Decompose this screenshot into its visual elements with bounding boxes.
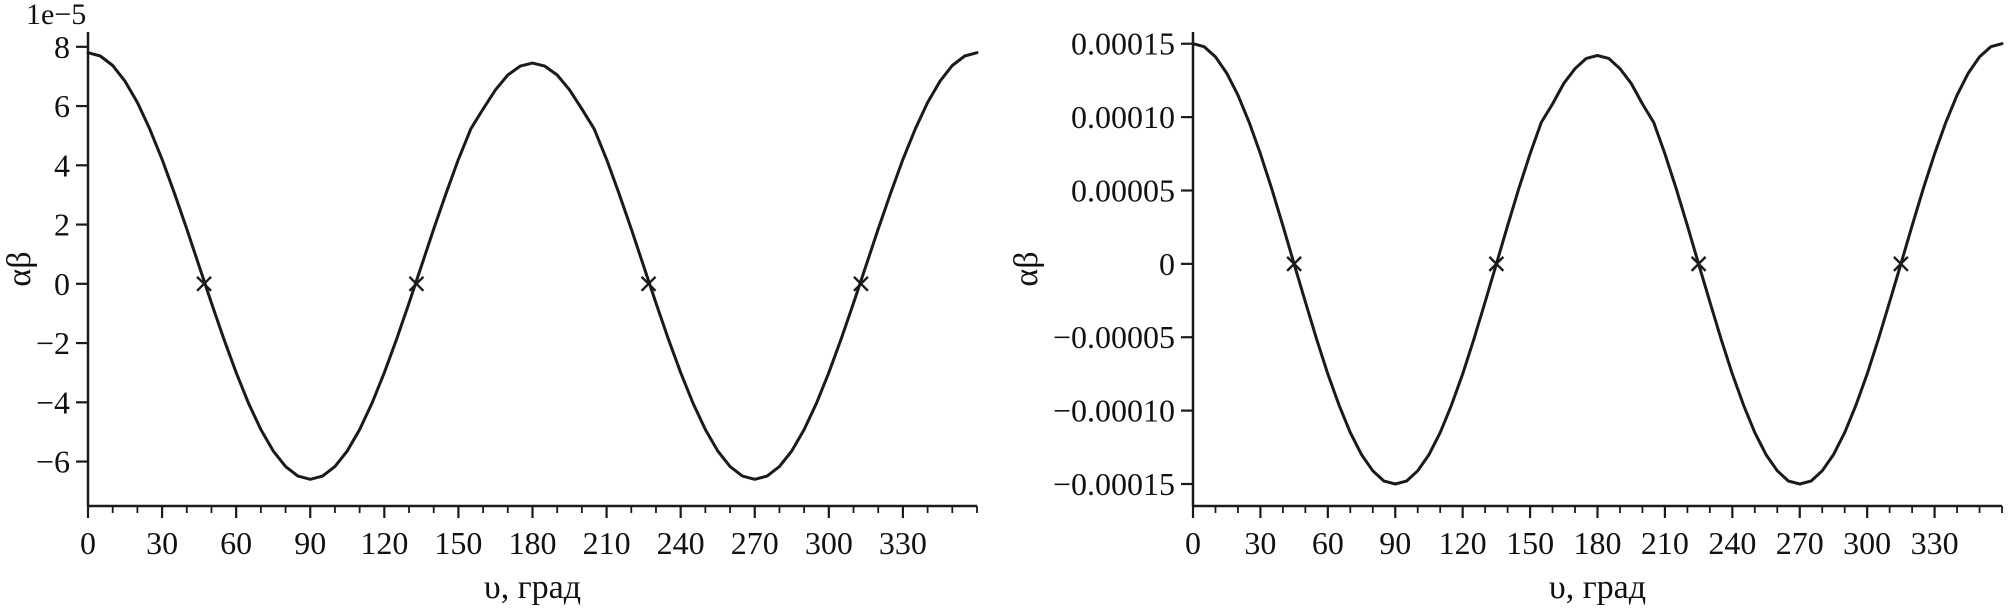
marker-stroke (640, 275, 657, 292)
x-tick-label: 240 (657, 525, 705, 561)
x-tick-label: 330 (879, 525, 927, 561)
marker-stroke (196, 275, 212, 292)
y-axis-offset-label: 1e−5 (26, 0, 86, 31)
x-tick-label: 30 (1244, 525, 1276, 561)
x-tick-label: 330 (1911, 525, 1959, 561)
x-tick-label: 210 (1641, 525, 1689, 561)
y-tick-label: 4 (54, 147, 70, 183)
x-tick-label: 180 (1574, 525, 1622, 561)
y-tick-label: 0 (1159, 246, 1175, 282)
y-tick-label: 2 (54, 207, 70, 243)
y-tick-label: −2 (36, 325, 70, 361)
marker-stroke (853, 275, 869, 292)
chart-left: 0 30 60 90 120 150 180 210 240 270 300 330 −6 −4 −2 0 2 4… (1, 0, 979, 606)
x-tick-label: 120 (360, 525, 408, 561)
x-tick-label: 90 (1379, 525, 1411, 561)
zero-crossing-marker (853, 275, 869, 292)
zero-crossing-marker (640, 275, 657, 292)
x-tick-label: 120 (1439, 525, 1487, 561)
chart-left-svg: 0 30 60 90 120 150 180 210 240 270 300 330 −6 −4 −2 0 2 4… (1, 0, 979, 606)
marker-stroke (1893, 256, 1909, 272)
x-tick-label: 30 (146, 525, 178, 561)
zero-crossing-marker (408, 275, 425, 292)
x-tick-label: 0 (80, 525, 96, 561)
y-tick-label: 0.00015 (1071, 26, 1175, 62)
x-tick-label: 60 (220, 525, 252, 561)
y-tick-label: 0.00005 (1071, 172, 1175, 208)
zero-crossing-marker (1893, 256, 1909, 272)
x-tick-label: 210 (583, 525, 631, 561)
x-axis-title: υ, град (1549, 569, 1646, 606)
y-axis-title: αβ (1008, 251, 1045, 286)
plot-area: 0 30 60 90 120 150 180 210 240 270 300 330 −0.00015 −… (1008, 26, 2004, 606)
data-curve (86, 51, 979, 481)
x-tick-label: 270 (1776, 525, 1824, 561)
chart-right: 0 30 60 90 120 150 180 210 240 270 300 330 −0.00015 −… (1007, 0, 2014, 612)
zero-crossing-marker (1690, 256, 1707, 272)
x-tick-label: 150 (1506, 525, 1554, 561)
marker-stroke (1286, 256, 1302, 272)
x-tick-label: 0 (1185, 525, 1201, 561)
x-tick-label: 150 (434, 525, 482, 561)
y-tick-label: −0.00015 (1053, 466, 1175, 502)
zero-crossing-marker (1286, 256, 1302, 272)
y-tick-label: 8 (54, 29, 70, 65)
x-tick-label: 60 (1312, 525, 1344, 561)
y-tick-label: 0 (54, 266, 70, 302)
x-axis-title: υ, град (484, 569, 581, 606)
y-tick-label: 0.00010 (1071, 99, 1175, 135)
y-tick-label: 6 (54, 88, 70, 124)
y-tick-label: −0.00010 (1053, 393, 1175, 429)
x-tick-label: 300 (1843, 525, 1891, 561)
chart-right-svg: 0 30 60 90 120 150 180 210 240 270 300 330 −0.00015 −… (1008, 26, 2004, 606)
y-tick-label: −6 (36, 444, 70, 480)
y-tick-label: −0.00005 (1053, 319, 1175, 355)
marker-stroke (1488, 256, 1505, 272)
zero-crossing-marker (1488, 256, 1505, 272)
zero-crossing-marker (196, 275, 212, 292)
marker-stroke (1690, 256, 1707, 272)
x-tick-label: 270 (731, 525, 779, 561)
x-tick-label: 180 (509, 525, 557, 561)
y-axis-title: αβ (1, 251, 38, 286)
y-tick-label: −4 (36, 384, 70, 420)
x-tick-label: 90 (294, 525, 326, 561)
data-curve (1191, 42, 2004, 486)
x-tick-label: 240 (1708, 525, 1756, 561)
plot-area: 0 30 60 90 120 150 180 210 240 270 300 330 −6 −4 −2 0 2 4… (1, 0, 979, 606)
x-tick-label: 300 (805, 525, 853, 561)
marker-stroke (408, 275, 425, 292)
